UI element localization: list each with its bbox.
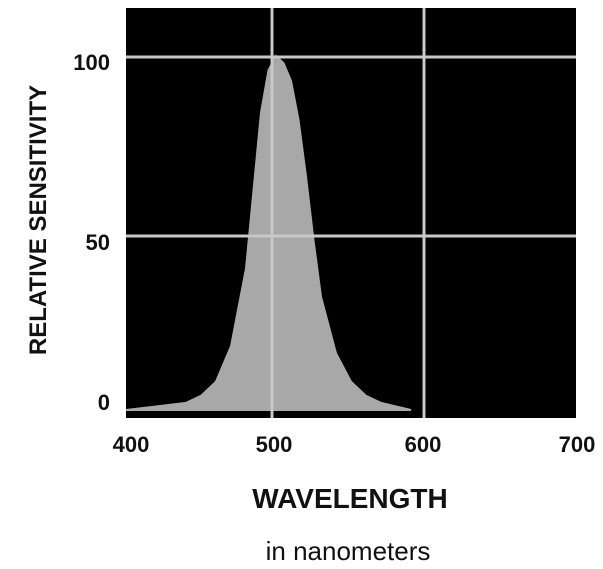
y-tick-label: 0 bbox=[98, 390, 110, 415]
x-tick-labels: 400 500 600 700 bbox=[113, 432, 596, 457]
x-tick-label: 700 bbox=[559, 432, 596, 457]
y-tick-label: 50 bbox=[86, 230, 110, 255]
area-layer bbox=[125, 54, 412, 411]
grid-layer bbox=[126, 8, 576, 418]
sensitivity-area-0 bbox=[125, 54, 412, 411]
x-tick-label: 600 bbox=[405, 432, 442, 457]
y-tick-label: 100 bbox=[73, 50, 110, 75]
x-axis-subtitle: in nanometers bbox=[266, 536, 431, 566]
x-tick-label: 400 bbox=[113, 432, 150, 457]
x-tick-label: 500 bbox=[256, 432, 293, 457]
y-tick-labels: 0 50 100 bbox=[73, 50, 110, 415]
plot-background bbox=[126, 8, 576, 418]
x-axis-title: WAVELENGTH bbox=[252, 483, 447, 514]
y-axis-title: RELATIVE SENSITIVITY bbox=[25, 85, 52, 355]
